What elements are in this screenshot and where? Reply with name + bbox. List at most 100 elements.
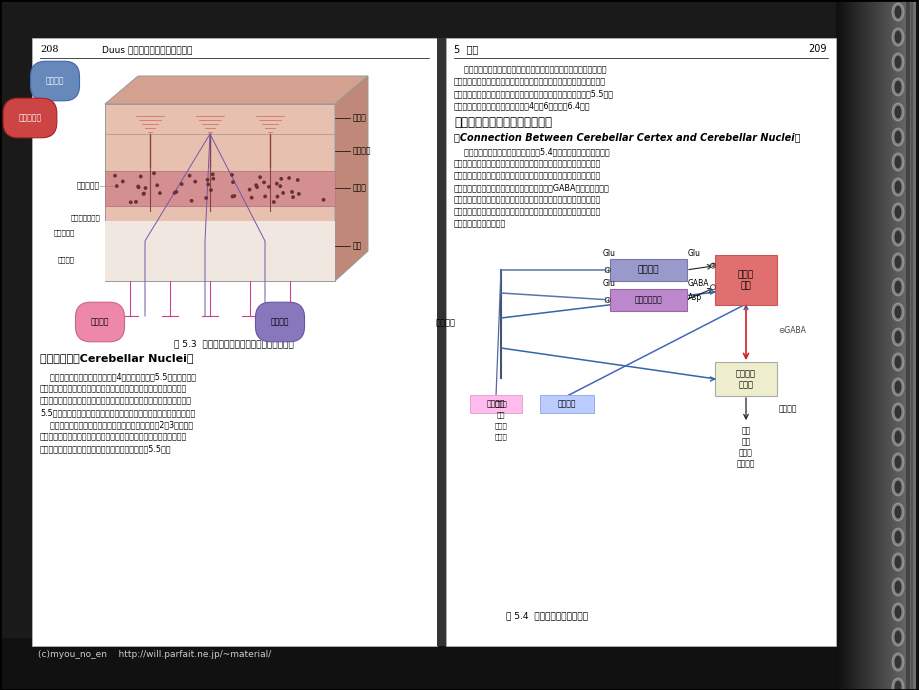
Text: 前庭核: 前庭核 [494, 422, 506, 428]
Text: 桥脑核: 桥脑核 [494, 400, 506, 406]
Text: 图 5.4  小脑内神经元转换模式: 图 5.4 小脑内神经元转换模式 [505, 611, 587, 620]
Ellipse shape [893, 455, 901, 469]
Bar [877, 0, 879, 690]
Circle shape [144, 187, 146, 189]
Bar [865, 0, 867, 690]
Bar [859, 0, 861, 690]
Bar [861, 0, 863, 690]
Ellipse shape [891, 478, 903, 496]
Circle shape [114, 175, 116, 177]
Polygon shape [105, 104, 335, 281]
Ellipse shape [893, 181, 901, 193]
Ellipse shape [891, 53, 903, 71]
Circle shape [206, 179, 209, 181]
Circle shape [137, 186, 140, 188]
Text: Duus 神经系统疾病确定位诊断学: Duus 神经系统疾病确定位诊断学 [102, 45, 192, 54]
Text: （Connection Between Cerebellar Certex and Cerebellar Nuclei）: （Connection Between Cerebellar Certex an… [453, 132, 800, 142]
Text: 部皮质的传入冲动，其传出冲动投射至对侧红核（图5.5）。: 部皮质的传入冲动，其传出冲动投射至对侧红核（图5.5）。 [40, 444, 171, 453]
Ellipse shape [891, 178, 903, 196]
FancyBboxPatch shape [714, 255, 777, 305]
Circle shape [298, 193, 300, 195]
Ellipse shape [891, 603, 903, 621]
Text: 和调整后的信息在小脑神经核团内被整合处理之后形成小脑传出冲动继: 和调整后的信息在小脑神经核团内被整合处理之后形成小脑传出冲动继 [453, 207, 601, 216]
Text: 丘脑: 丘脑 [741, 426, 750, 435]
Bar [911, 0, 913, 690]
Bar [853, 0, 855, 690]
Circle shape [267, 186, 270, 188]
Bar [881, 0, 883, 690]
Circle shape [180, 183, 183, 186]
Ellipse shape [893, 355, 901, 368]
Circle shape [278, 185, 281, 188]
Text: 顶盖内侧为顶核，其传入纤维主要来源于（前庭小脑）绒球小结叶的普: 顶盖内侧为顶核，其传入纤维主要来源于（前庭小脑）绒球小结叶的普 [40, 384, 187, 393]
Text: 抑制性神经元: 抑制性神经元 [634, 295, 662, 304]
Ellipse shape [891, 378, 903, 396]
Circle shape [134, 201, 137, 203]
Circle shape [211, 173, 213, 175]
Ellipse shape [893, 506, 901, 518]
Bar [837, 0, 839, 690]
Circle shape [290, 190, 293, 193]
Circle shape [153, 172, 155, 175]
Ellipse shape [891, 453, 903, 471]
Circle shape [605, 268, 610, 273]
Bar [893, 0, 895, 690]
Bar [901, 0, 903, 690]
Ellipse shape [893, 680, 901, 690]
FancyBboxPatch shape [609, 289, 686, 311]
Text: 小脑皮质和小脑神经核团的联系: 小脑皮质和小脑神经核团的联系 [453, 116, 551, 129]
Bar [843, 0, 845, 690]
Circle shape [250, 197, 253, 199]
Circle shape [248, 188, 251, 191]
Text: 白质: 白质 [353, 241, 362, 250]
Polygon shape [105, 171, 335, 206]
FancyBboxPatch shape [714, 362, 777, 396]
Circle shape [175, 190, 177, 193]
Ellipse shape [891, 578, 903, 596]
Bar [446, 38, 835, 646]
FancyBboxPatch shape [470, 395, 521, 413]
Ellipse shape [891, 653, 903, 671]
Text: 再换元后投射至运动性大脑皮质区（4区和6区）（图6.4）。: 再换元后投射至运动性大脑皮质区（4区和6区）（图6.4）。 [453, 101, 590, 110]
Text: 红核: 红核 [741, 437, 750, 446]
Ellipse shape [891, 628, 903, 646]
Text: 橄榄体: 橄榄体 [494, 433, 506, 440]
Circle shape [188, 175, 190, 177]
Bar [871, 0, 873, 690]
Polygon shape [105, 76, 368, 104]
Ellipse shape [893, 30, 901, 43]
Circle shape [709, 285, 715, 290]
Ellipse shape [891, 353, 903, 371]
Text: 普青野细胞: 普青野细胞 [18, 113, 41, 123]
Bar [841, 0, 843, 690]
Bar [863, 0, 865, 690]
Polygon shape [105, 221, 335, 281]
Ellipse shape [893, 480, 901, 493]
Ellipse shape [891, 228, 903, 246]
Text: 小脑传入: 小脑传入 [436, 319, 456, 328]
Bar [32, 38, 437, 646]
Bar [875, 0, 877, 690]
Text: 爬行纤维: 爬行纤维 [557, 400, 575, 408]
Text: Glu: Glu [602, 279, 616, 288]
Ellipse shape [891, 328, 903, 346]
Ellipse shape [891, 203, 903, 221]
Polygon shape [335, 76, 368, 281]
Text: 5  小脑: 5 小脑 [453, 44, 478, 54]
Bar [907, 0, 909, 690]
Ellipse shape [891, 553, 903, 571]
Ellipse shape [891, 128, 903, 146]
Circle shape [264, 195, 266, 197]
Circle shape [272, 201, 275, 204]
Circle shape [140, 175, 142, 177]
Circle shape [212, 177, 214, 180]
Text: Glu: Glu [687, 249, 700, 258]
Text: GABA: GABA [687, 279, 709, 288]
Text: 高尔基细胞: 高尔基细胞 [77, 181, 100, 190]
Circle shape [130, 201, 131, 204]
Text: 脊髓: 脊髓 [496, 411, 505, 417]
Circle shape [194, 181, 197, 183]
Text: 普青野细胞轴突: 普青野细胞轴突 [70, 215, 100, 221]
Bar [0, 638, 835, 690]
Text: 208: 208 [40, 45, 59, 54]
